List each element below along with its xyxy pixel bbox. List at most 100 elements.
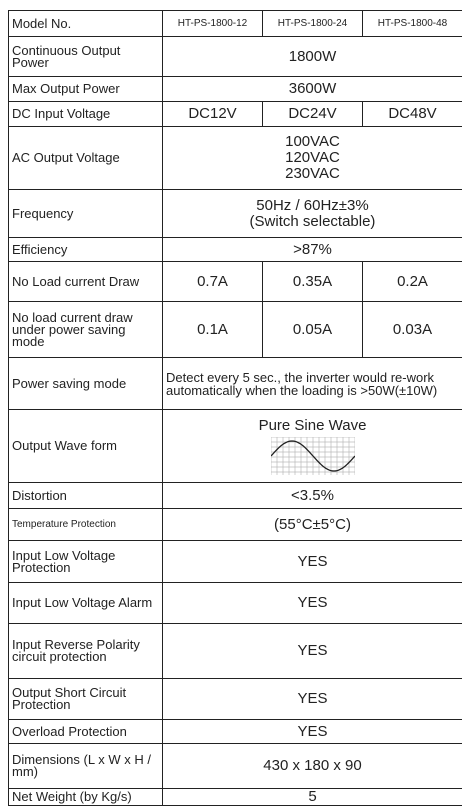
value-line: (55°C±5°C) <box>166 517 459 533</box>
row-value: 5 <box>163 789 462 806</box>
row-label: Continuous Output Power <box>9 37 163 77</box>
row-value: 0.2A <box>363 262 462 302</box>
row-value: 430 x 180 x 90 <box>163 744 462 789</box>
row-label: Net Weight (by Kg/s) <box>9 789 163 806</box>
row-label: Input Low Voltage Protection <box>9 541 163 583</box>
row-value: Detect every 5 sec., the inverter would … <box>163 358 462 410</box>
row-label: Output Wave form <box>9 410 163 483</box>
row-value: 3600W <box>163 77 462 102</box>
value-line: 5 <box>166 789 459 805</box>
row-label: Power saving mode <box>9 358 163 410</box>
row-label: Max Output Power <box>9 77 163 102</box>
row-value: HT-PS-1800-12 <box>163 11 263 37</box>
row-value: YES <box>163 583 462 624</box>
row-value: DC24V <box>263 102 363 127</box>
row-value: 0.05A <box>263 302 363 358</box>
row-value: 0.35A <box>263 262 363 302</box>
value-line: HT-PS-1800-48 <box>364 16 461 32</box>
row-value: Pure Sine Wave <box>163 410 462 483</box>
value-line: 100VAC <box>166 134 459 150</box>
value-line: Detect every 5 sec., the inverter would … <box>166 371 459 397</box>
row-value: YES <box>163 720 462 744</box>
row-value: 1800W <box>163 37 462 77</box>
value-line: YES <box>166 643 459 659</box>
spec-row: Efficiency>87% <box>9 238 462 262</box>
value-line: 0.2A <box>366 274 459 290</box>
row-value: HT-PS-1800-48 <box>363 11 462 37</box>
value-line: 3600W <box>166 81 459 97</box>
row-label: AC Output Voltage <box>9 127 163 190</box>
row-value: DC12V <box>163 102 263 127</box>
row-value: 0.7A <box>163 262 263 302</box>
row-label: Input Low Voltage Alarm <box>9 583 163 624</box>
spec-row: Input Reverse Polarity circuit protectio… <box>9 624 462 679</box>
row-value: YES <box>163 679 462 720</box>
row-value: 50Hz / 60Hz±3%(Switch selectable) <box>163 190 462 238</box>
value-line: 0.05A <box>266 322 359 338</box>
value-line: DC48V <box>366 106 459 122</box>
row-label: Output Short Circuit Protection <box>9 679 163 720</box>
spec-row: No load current draw under power saving … <box>9 302 462 358</box>
value-line: (Switch selectable) <box>166 214 459 230</box>
value-line: 120VAC <box>166 150 459 166</box>
row-label: Temperature Protection <box>9 509 163 541</box>
value-line: YES <box>166 554 459 570</box>
spec-row: Temperature Protection(55°C±5°C) <box>9 509 462 541</box>
value-line: DC12V <box>166 106 259 122</box>
row-value: YES <box>163 541 462 583</box>
row-value: HT-PS-1800-24 <box>263 11 363 37</box>
row-label: Dimensions (L x W x H / mm) <box>9 744 163 789</box>
row-label: No load current draw under power saving … <box>9 302 163 358</box>
value-line: 230VAC <box>166 166 459 182</box>
sine-wave-icon <box>271 437 355 475</box>
value-line: <3.5% <box>166 488 459 504</box>
row-label: Efficiency <box>9 238 163 262</box>
row-value: 0.03A <box>363 302 462 358</box>
row-label: Distortion <box>9 483 163 509</box>
value-line: HT-PS-1800-24 <box>264 16 361 32</box>
value-line: Pure Sine Wave <box>166 418 459 434</box>
row-label: Overload Protection <box>9 720 163 744</box>
row-value: 0.1A <box>163 302 263 358</box>
row-value: YES <box>163 624 462 679</box>
value-line: 0.03A <box>366 322 459 338</box>
value-line: YES <box>166 724 459 740</box>
value-line: 0.1A <box>166 322 259 338</box>
value-line: YES <box>166 691 459 707</box>
spec-row: Net Weight (by Kg/s)5 <box>9 789 462 806</box>
row-value: DC48V <box>363 102 462 127</box>
value-line: >87% <box>166 242 459 258</box>
row-value: >87% <box>163 238 462 262</box>
row-label: No Load current Draw <box>9 262 163 302</box>
spec-row: Dimensions (L x W x H / mm)430 x 180 x 9… <box>9 744 462 789</box>
value-line: HT-PS-1800-12 <box>164 16 261 32</box>
value-line: YES <box>166 595 459 611</box>
row-value: (55°C±5°C) <box>163 509 462 541</box>
row-value: <3.5% <box>163 483 462 509</box>
value-line: 0.7A <box>166 274 259 290</box>
value-line: 50Hz / 60Hz±3% <box>166 198 459 214</box>
value-line: DC24V <box>266 106 359 122</box>
value-line: 0.35A <box>266 274 359 290</box>
row-label: DC Input Voltage <box>9 102 163 127</box>
row-label: Frequency <box>9 190 163 238</box>
value-line: 430 x 180 x 90 <box>166 758 459 774</box>
spec-row: Distortion<3.5% <box>9 483 462 509</box>
row-label: Input Reverse Polarity circuit protectio… <box>9 624 163 679</box>
